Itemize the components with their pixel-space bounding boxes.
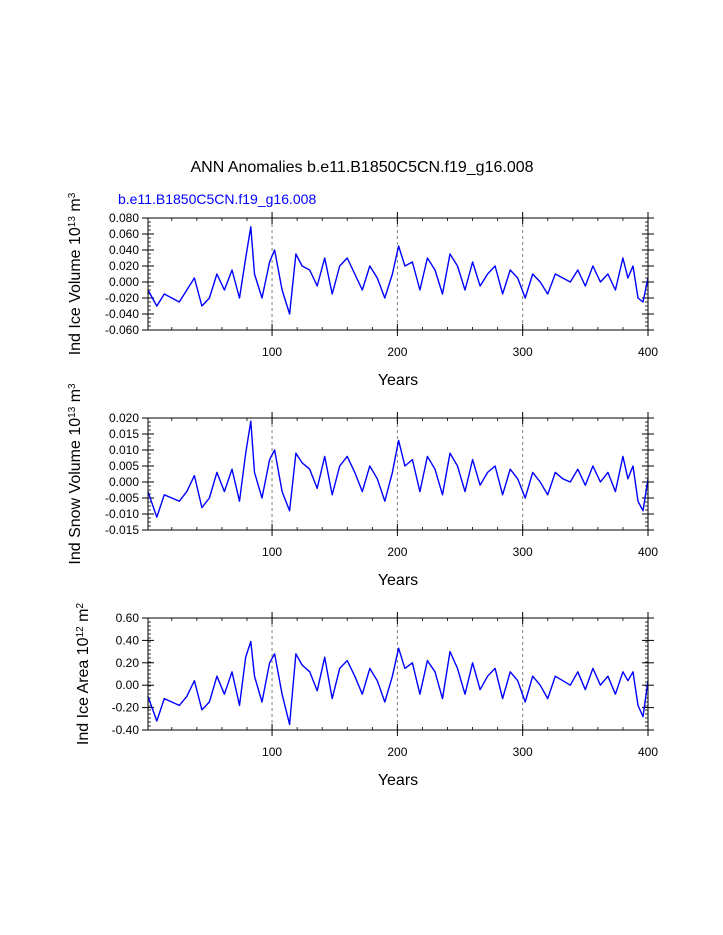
ice-area-panel: -0.40 -0.20 0.00 0.20 0.40 0.60 100 200 300 400 Ye… [75, 603, 659, 789]
ice-volume-panel: -0.060 -0.040 -0.020 0.000 0.020 0.040 0.060 0.… [67, 192, 659, 389]
y-tick-label: 0.000 [109, 475, 139, 489]
y-tick-label: 0.040 [109, 243, 139, 257]
x-tick-label: 300 [513, 345, 533, 359]
x-tick-label: 300 [513, 745, 533, 759]
y-axis-label: Ind Ice Area 1012 m2 [75, 603, 93, 746]
y-tick-label: 0.080 [109, 211, 139, 225]
plot-frame [147, 617, 649, 731]
y-tick-label: 0.020 [109, 259, 139, 273]
case-label: b.e11.B1850C5CN.f19_g16.008 [118, 191, 316, 207]
y-axis-label: Ind Ice Volume 1013 m3 [67, 192, 85, 355]
y-label-text: Ind Ice Volume 10 [67, 227, 84, 355]
plot-frame [147, 417, 649, 531]
series-line [147, 640, 649, 726]
y-label-text: Ind Snow Volume 10 [67, 418, 84, 565]
series-line [147, 226, 649, 315]
x-tick-label: 400 [638, 345, 658, 359]
y-tick-label: -0.20 [112, 701, 140, 715]
x-tick-label: 100 [262, 345, 282, 359]
y-tick-label: -0.015 [105, 523, 139, 537]
y-tick-label: 0.00 [116, 678, 140, 692]
y-tick-label: -0.040 [105, 307, 139, 321]
y-tick-label: 0.015 [109, 427, 139, 441]
y-label-superscript: 13 [67, 216, 78, 228]
series-line [147, 420, 649, 518]
y-tick-label: 0.60 [116, 611, 140, 625]
y-tick-label: -0.020 [105, 291, 139, 305]
x-tick-label: 300 [513, 545, 533, 559]
y-tick-label: 0.40 [116, 633, 140, 647]
x-tick-label: 200 [387, 745, 407, 759]
y-label-superscript: 13 [67, 406, 78, 418]
x-tick-label: 200 [387, 545, 407, 559]
x-tick-label: 200 [387, 345, 407, 359]
x-tick-label: 400 [638, 745, 658, 759]
y-tick-label: -0.010 [105, 507, 139, 521]
y-tick-label: 0.000 [109, 275, 139, 289]
x-axis-label: Years [378, 772, 418, 789]
plot-frame [147, 217, 649, 331]
y-tick-label: 0.20 [116, 656, 140, 670]
x-tick-label: 400 [638, 545, 658, 559]
y-label-superscript: 12 [75, 626, 86, 638]
y-label-text: m [67, 389, 84, 407]
x-axis-label: Years [378, 572, 418, 589]
y-tick-label: -0.40 [112, 723, 140, 737]
y-label-superscript: 2 [75, 603, 86, 609]
y-tick-label: 0.005 [109, 459, 139, 473]
y-label-superscript: 3 [67, 383, 78, 389]
y-axis-label: Ind Snow Volume 1013 m3 [67, 383, 85, 565]
y-tick-label: -0.060 [105, 323, 139, 337]
y-tick-label: 0.010 [109, 443, 139, 457]
snow-volume-panel: -0.015 -0.010 -0.005 0.000 0.005 0.010 0.015 0.… [67, 383, 659, 589]
y-tick-label: 0.060 [109, 227, 139, 241]
x-tick-label: 100 [262, 745, 282, 759]
y-label-text: Ind Ice Area 10 [75, 637, 92, 745]
y-label-text: m [67, 198, 84, 216]
x-axis-label: Years [378, 372, 418, 389]
y-tick-label: 0.020 [109, 411, 139, 425]
figure-title: ANN Anomalies b.e11.B1850C5CN.f19_g16.00… [190, 159, 533, 176]
x-tick-label: 100 [262, 545, 282, 559]
y-label-text: m [75, 609, 92, 627]
y-label-superscript: 3 [67, 192, 78, 198]
y-tick-label: -0.005 [105, 491, 139, 505]
